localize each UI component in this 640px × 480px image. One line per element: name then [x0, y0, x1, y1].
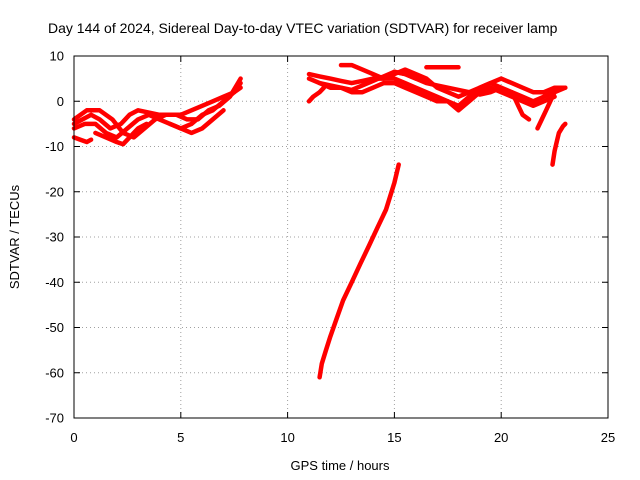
x-axis-label: GPS time / hours — [291, 458, 390, 473]
y-axis-label: SDTVAR / TECUs — [7, 184, 22, 289]
series-arc-17 — [317, 162, 401, 380]
series-arc-7 — [306, 71, 568, 109]
chart-title: Day 144 of 2024, Sidereal Day-to-day VTE… — [48, 20, 558, 36]
x-tick-label: 15 — [387, 430, 401, 445]
grid — [74, 56, 608, 418]
y-tick-label: 10 — [50, 49, 64, 64]
y-tick-label: -20 — [45, 184, 64, 199]
x-tick-label: 25 — [601, 430, 615, 445]
y-tick-label: -60 — [45, 365, 64, 380]
series-arc-5 — [93, 121, 149, 147]
series-arc-4 — [71, 135, 94, 145]
series-arc-1 — [71, 85, 243, 131]
y-tick-label: 0 — [57, 94, 64, 109]
series-arc-16 — [550, 121, 568, 167]
series-arc-6 — [167, 108, 226, 136]
y-tick-label: -30 — [45, 230, 64, 245]
x-tick-label: 5 — [177, 430, 184, 445]
y-tick-label: -10 — [45, 139, 64, 154]
series-arc-3 — [71, 76, 243, 140]
series-arc-14 — [509, 89, 532, 122]
x-tick-label: 0 — [70, 430, 77, 445]
x-tick-label: 10 — [280, 430, 294, 445]
series-arc-12 — [392, 69, 504, 97]
y-tick-label: -50 — [45, 320, 64, 335]
series-layer — [71, 62, 568, 380]
ticks: 0 5 10 15 20 25 10 0 -10 -20 -30 -40 -50 -60 -70 — [45, 49, 615, 446]
series-arc-11 — [306, 85, 327, 104]
series-arc-15 — [535, 89, 557, 131]
x-tick-label: 20 — [494, 430, 508, 445]
y-tick-label: -70 — [45, 411, 64, 426]
y-tick-label: -40 — [45, 275, 64, 290]
